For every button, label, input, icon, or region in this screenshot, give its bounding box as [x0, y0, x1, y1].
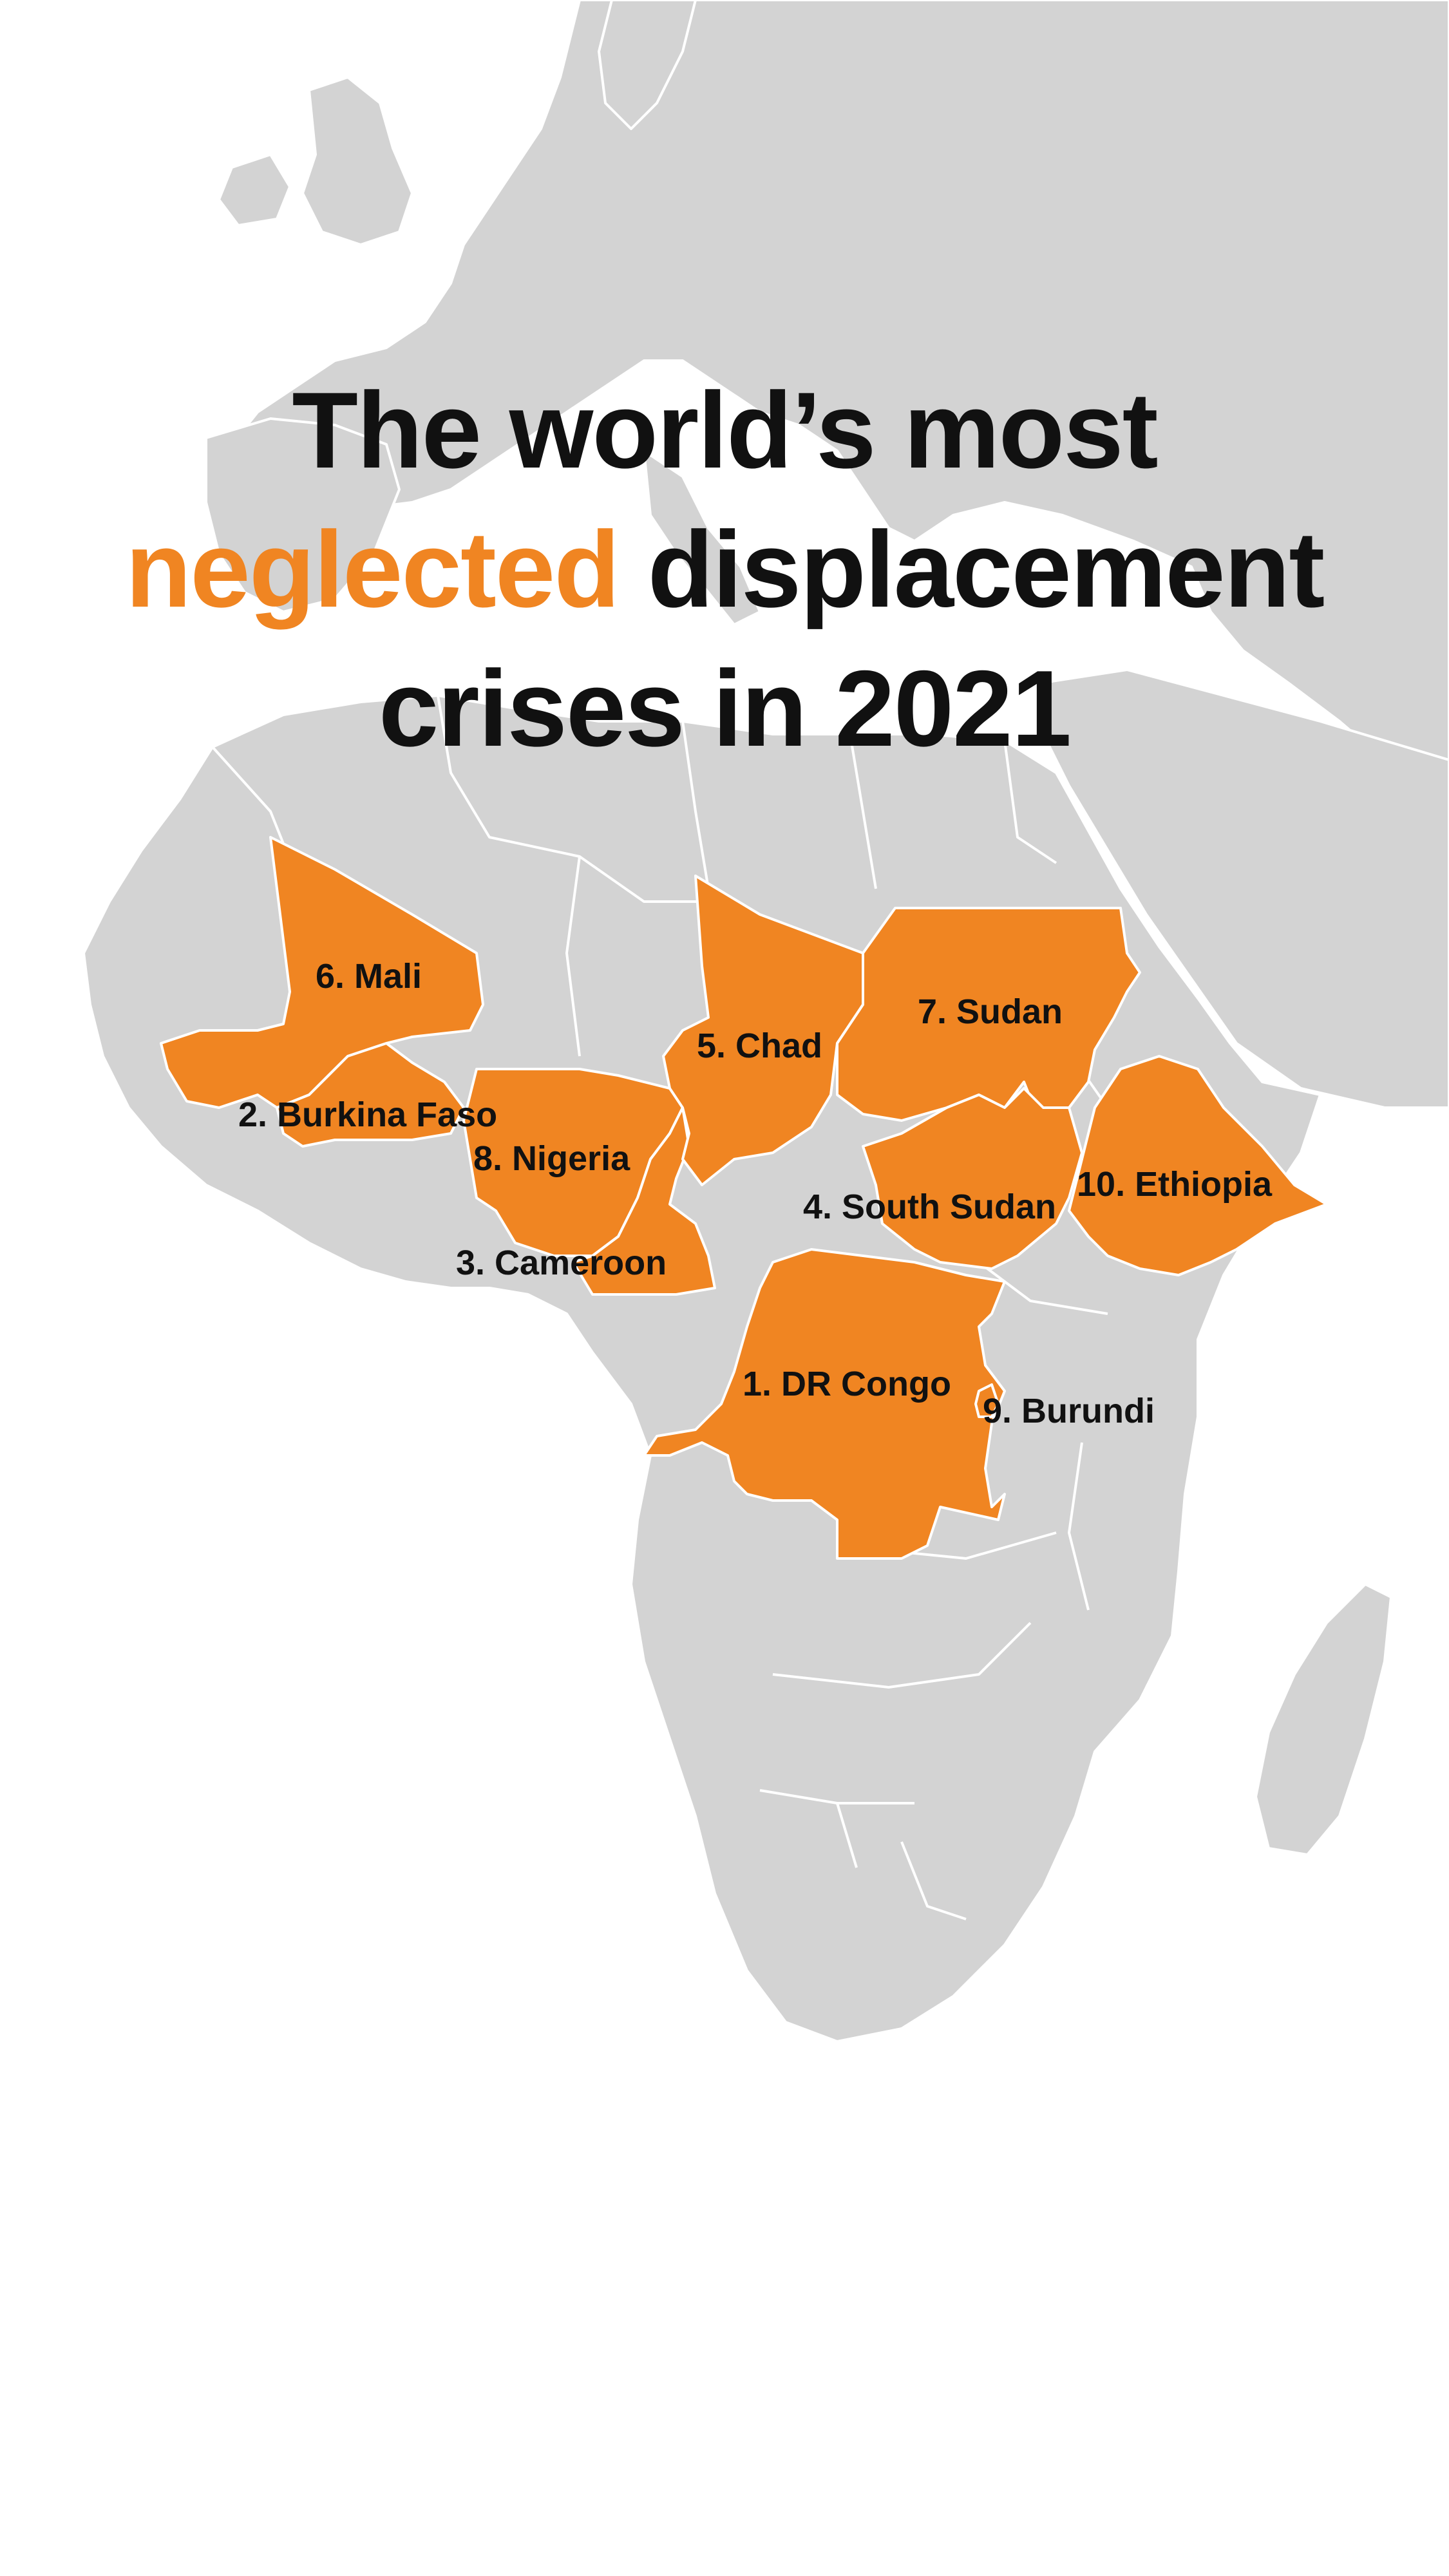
title-highlight-word: neglected [125, 509, 620, 630]
label-mali: 6. Mali [316, 957, 422, 996]
burkina-faso-shape [276, 1042, 465, 1148]
middle-east-landmass [1042, 668, 1449, 1109]
uk-landmass [301, 76, 413, 246]
title-line-2: neglected displacement [0, 500, 1449, 639]
title-line-3: crises in 2021 [378, 648, 1072, 769]
label-chad: 5. Chad [697, 1027, 823, 1065]
cameroon-shape [572, 1106, 716, 1296]
label-burkina-faso: 2. Burkina Faso [238, 1095, 498, 1134]
label-nigeria: 8. Nigeria [473, 1139, 630, 1178]
label-dr-congo: 1. DR Congo [743, 1365, 951, 1403]
title-line-2-rest: displacement [618, 509, 1325, 630]
scandinavia-landmass [598, 0, 697, 130]
italy-landmass [643, 450, 761, 626]
europe-landmass [231, 0, 1449, 774]
map-title: The world’s most neglected displacement … [0, 361, 1449, 778]
dr-congo-shape [643, 1248, 1006, 1560]
ireland-landmass [218, 153, 291, 227]
iberia-landmass [205, 417, 401, 613]
south-sudan-shape [862, 1087, 1083, 1270]
madagascar-landmass [1255, 1583, 1392, 1856]
burundi-shape [974, 1383, 999, 1418]
label-sudan: 7. Sudan [918, 992, 1063, 1031]
title-line-1: The world’s most [292, 370, 1158, 491]
label-south-sudan: 4. South Sudan [803, 1188, 1057, 1226]
ethiopia-shape [1068, 1055, 1328, 1276]
label-cameroon: 3. Cameroon [456, 1244, 667, 1282]
label-ethiopia: 10. Ethiopia [1077, 1165, 1273, 1204]
label-burundi: 9. Burundi [983, 1392, 1155, 1430]
